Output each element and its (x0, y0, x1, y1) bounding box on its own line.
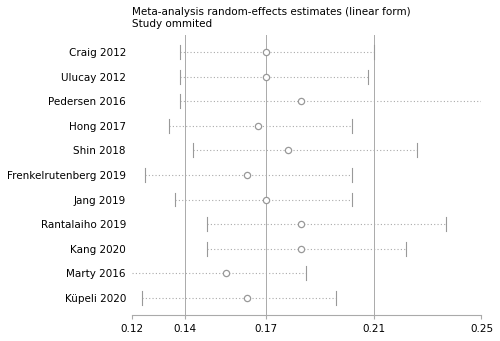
Text: Meta-analysis random-effects estimates (linear form)
Study ommited: Meta-analysis random-effects estimates (… (132, 7, 410, 29)
